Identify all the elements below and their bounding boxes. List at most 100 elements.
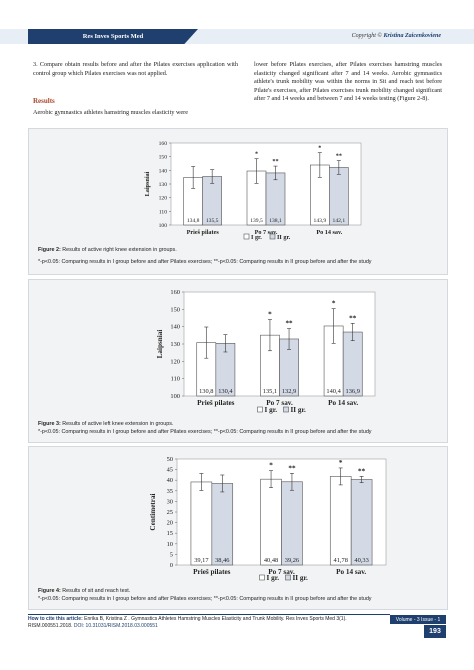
y-tick-label: 120 — [170, 358, 180, 365]
legend-swatch — [283, 406, 289, 413]
data-label: 41,78 — [334, 557, 348, 564]
category-label: Po 14 sav. — [328, 399, 358, 407]
legend-swatch — [269, 233, 276, 240]
y-tick-label: 25 — [167, 509, 173, 516]
y-tick-label: 110 — [171, 376, 180, 383]
category-label: Prieš pilates — [187, 229, 220, 236]
category-label: Po 14 sav. — [316, 229, 342, 236]
significance-marker: * — [318, 145, 321, 152]
y-tick-label: 30 — [167, 498, 173, 505]
significance-marker: ** — [336, 153, 342, 160]
doi-prefix: RISM.000551.2018. — [28, 623, 73, 629]
y-tick-label: 140 — [159, 168, 168, 174]
figure-3-chart: 100 110 120 130 140 150 160 Laipsniai Prieš pila… — [156, 289, 376, 414]
data-label: 40,48 — [264, 557, 278, 564]
significance-marker: ** — [358, 467, 366, 475]
figure-4-chart: 0 5 10 15 20 25 30 35 40 45 50 Centimetrai Prieš pil… — [149, 456, 387, 582]
y-tick-label: 45 — [167, 467, 173, 474]
y-tick-label: 150 — [159, 155, 168, 161]
y-tick-label: 5 — [170, 551, 173, 558]
legend-label: I gr. — [267, 574, 280, 582]
data-label: 39,17 — [194, 557, 209, 564]
page-number: 193 — [424, 625, 446, 638]
data-label: 40,33 — [354, 557, 368, 564]
data-label: 130,4 — [218, 388, 233, 395]
figure-4-note: *-p<0.05: Comparing results in I group b… — [38, 596, 372, 602]
bar — [190, 481, 213, 566]
bar — [329, 167, 349, 226]
figure-3-label: Figure 3: — [38, 421, 61, 427]
bar — [350, 479, 373, 566]
category-label: Prieš pilates — [193, 568, 231, 576]
footer-citation: How to cite this article: Enrika B, Kris… — [28, 616, 418, 630]
figure-2-box: 100 110 120 130 140 150 160 Laipsniai Prieš pila… — [28, 128, 448, 275]
significance-marker: * — [339, 459, 343, 467]
figure-3-caption-text: Results of active left knee extension in… — [62, 421, 174, 427]
category-label: Po 14 sav. — [336, 568, 366, 576]
significance-marker: ** — [288, 464, 296, 472]
cite-text: Enrika B, Kristina Z . Gymnastics Athlet… — [84, 616, 347, 622]
figure-2-caption: Figure 2: Results of active right knee e… — [38, 247, 438, 254]
journal-title: Res Inves Sports Med — [28, 29, 198, 44]
figure-4-caption: Figure 4: Results of sit and reach test. — [38, 588, 438, 595]
figure-2-caption-text: Results of active right knee extension i… — [62, 247, 177, 253]
y-tick-label: 160 — [170, 289, 180, 296]
figure-4-caption-text: Results of sit and reach test. — [62, 588, 131, 594]
data-label: 142,1 — [333, 218, 346, 224]
copyright-prefix: Copyright © — [351, 33, 382, 39]
y-axis-label: Laipsniai — [144, 171, 151, 196]
category-label: Prieš pilates — [197, 399, 235, 407]
y-tick-label: 140 — [170, 324, 180, 331]
data-label: 140,4 — [326, 388, 341, 395]
bar — [329, 476, 352, 566]
bar — [211, 483, 234, 566]
results-paragraph: Aerobic gymnastics athletes hamstring mu… — [33, 109, 188, 116]
data-label: 134,8 — [187, 218, 200, 224]
legend-label: II gr. — [293, 574, 309, 582]
cite-label: How to cite this article: — [28, 616, 83, 622]
data-label: 143,9 — [314, 218, 327, 224]
doi-link[interactable]: DOI: 10.31031/RISM.2018.03.000551 — [73, 623, 158, 629]
figure-3-caption: Figure 3: Results of active left knee ex… — [38, 421, 438, 428]
y-tick-label: 120 — [159, 196, 168, 202]
figure-2-chart: 100 110 120 130 140 150 160 Laipsniai Prieš pila… — [144, 141, 362, 241]
legend-swatch — [259, 574, 265, 581]
significance-marker: ** — [349, 314, 357, 322]
y-axis-label: Centimetrai — [149, 493, 157, 530]
y-tick-label: 130 — [159, 182, 168, 188]
copyright-author: Kristina Zaicenkoviene — [383, 33, 442, 39]
y-tick-label: 35 — [167, 488, 173, 495]
y-tick-label: 10 — [167, 541, 173, 548]
legend-swatch — [285, 574, 291, 581]
y-tick-label: 160 — [159, 141, 168, 147]
data-label: 38,46 — [215, 557, 229, 564]
legend-label: II gr. — [291, 406, 307, 414]
y-tick-label: 110 — [159, 209, 167, 215]
data-label: 136,9 — [346, 388, 360, 395]
category-label: Po 7 sav. — [266, 399, 293, 407]
legend-label: I gr. — [265, 406, 278, 414]
category-label: Po 7 sav. — [255, 229, 278, 236]
significance-marker: ** — [272, 158, 278, 165]
figure-4-box: 0 5 10 15 20 25 30 35 40 45 50 Centimetrai Prieš pil… — [28, 446, 448, 610]
y-tick-label: 40 — [167, 477, 173, 484]
copyright: Copyright © Kristina Zaicenkoviene — [352, 33, 441, 39]
right-paragraph: lower before Pilates exercises, after Pi… — [254, 61, 442, 103]
y-tick-label: 100 — [170, 393, 180, 400]
y-tick-label: 15 — [167, 530, 173, 537]
data-label: 138,1 — [269, 218, 282, 224]
legend-swatch — [257, 406, 263, 413]
figure-3-note: *-p<0.05: Comparing results in I group b… — [38, 429, 372, 435]
significance-marker: * — [269, 462, 273, 470]
category-label: Po 7 sav. — [268, 568, 295, 576]
results-heading: Results — [33, 97, 55, 105]
y-axis-label: Laipsniai — [156, 330, 164, 359]
data-label: 130,8 — [199, 388, 213, 395]
figure-3-box: 100 110 120 130 140 150 160 Laipsniai Prieš pila… — [28, 279, 448, 443]
data-label: 135,1 — [263, 388, 277, 395]
y-tick-label: 0 — [170, 562, 173, 569]
data-label: 135,5 — [206, 218, 219, 224]
y-tick-label: 100 — [159, 223, 168, 229]
legend-label: II gr. — [277, 234, 291, 241]
significance-marker: * — [255, 151, 258, 158]
